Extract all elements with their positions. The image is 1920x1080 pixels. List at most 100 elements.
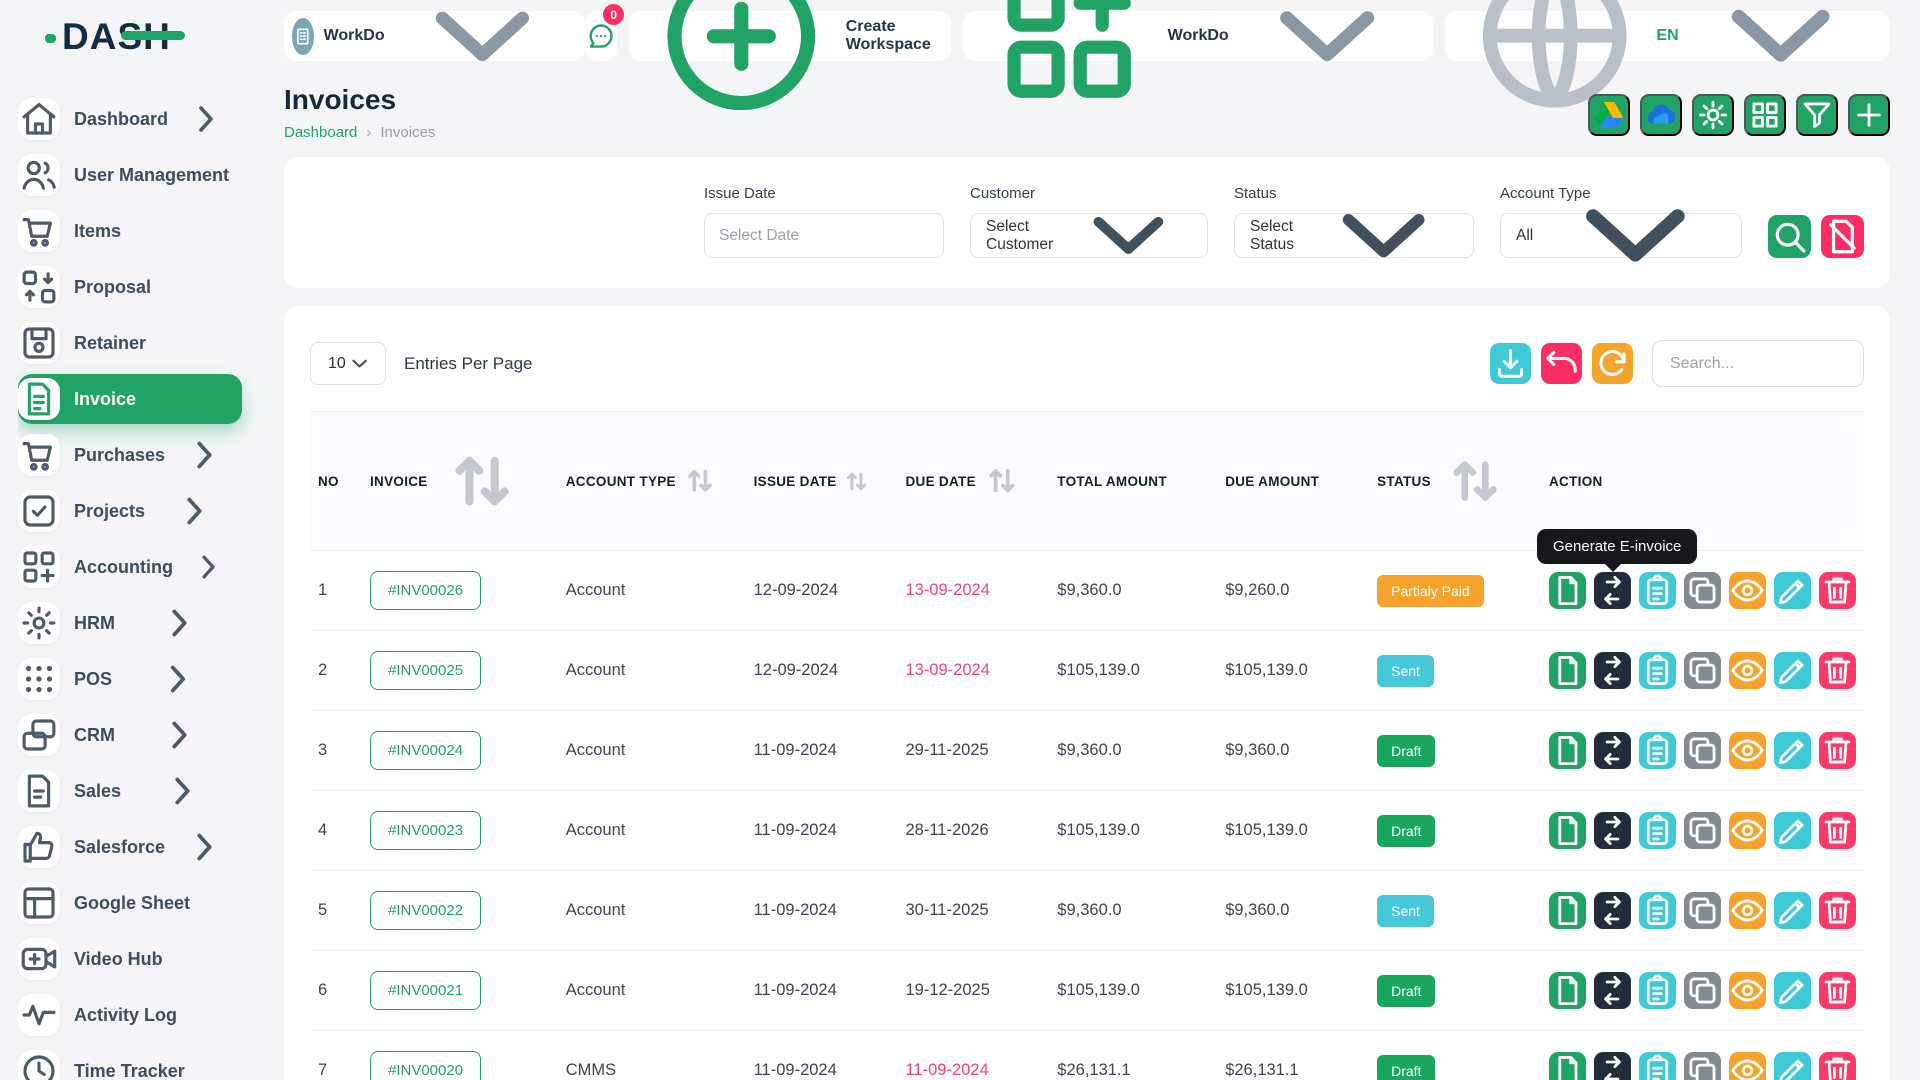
copy-button[interactable]: [1684, 732, 1721, 770]
invoice-number-pill[interactable]: #INV00020: [369, 1051, 482, 1080]
delete-trash-button[interactable]: [1819, 892, 1856, 930]
view-eye-button[interactable]: [1729, 892, 1766, 930]
invoice-number-pill[interactable]: #INV00022: [369, 891, 482, 931]
sidebar-item-user-management[interactable]: User Management: [18, 150, 242, 200]
refresh-button[interactable]: [1592, 343, 1633, 384]
sort-icon[interactable]: [428, 427, 536, 535]
copy-button[interactable]: [1684, 972, 1721, 1010]
invoice-number-pill[interactable]: #INV00023: [369, 811, 482, 851]
sidebar-item-retainer[interactable]: Retainer: [18, 318, 242, 368]
generate-document-button[interactable]: [1549, 972, 1586, 1010]
view-eye-button[interactable]: [1729, 572, 1766, 610]
sidebar-item-video-hub[interactable]: Video Hub: [18, 934, 242, 984]
column-header-status[interactable]: STATUS: [1369, 410, 1541, 552]
invoice-number-pill[interactable]: #INV00024: [369, 731, 482, 771]
sidebar-item-accounting[interactable]: Accounting: [18, 542, 242, 592]
view-eye-button[interactable]: [1729, 652, 1766, 690]
sidebar-item-crm[interactable]: CRM: [18, 710, 242, 760]
copy-button[interactable]: [1684, 812, 1721, 850]
add-plus-button[interactable]: [1848, 94, 1890, 136]
duplicate-clipboard-button[interactable]: [1639, 572, 1676, 610]
chat-button[interactable]: 0: [585, 4, 625, 61]
sidebar-item-pos[interactable]: POS: [18, 654, 242, 704]
generate-e-invoice-button[interactable]: [1594, 892, 1631, 930]
generate-e-invoice-button[interactable]: [1594, 652, 1631, 690]
reset-button[interactable]: [1541, 343, 1582, 384]
entries-count-select[interactable]: 10: [310, 342, 386, 385]
duplicate-clipboard-button[interactable]: [1639, 892, 1676, 930]
generate-document-button[interactable]: [1549, 892, 1586, 930]
delete-trash-button[interactable]: [1819, 732, 1856, 770]
edit-pencil-button[interactable]: [1774, 812, 1811, 850]
duplicate-clipboard-button[interactable]: [1639, 732, 1676, 770]
duplicate-clipboard-button[interactable]: [1639, 652, 1676, 690]
breadcrumb-dashboard-link[interactable]: Dashboard: [284, 124, 358, 141]
status-select[interactable]: Select Status: [1234, 213, 1474, 258]
generate-e-invoice-button[interactable]: [1594, 572, 1631, 610]
sidebar-item-projects[interactable]: Projects: [18, 486, 242, 536]
sort-icon[interactable]: [976, 455, 1027, 506]
delete-trash-button[interactable]: [1819, 972, 1856, 1010]
sidebar-item-google-sheet[interactable]: Google Sheet: [18, 878, 242, 928]
clear-filter-button[interactable]: [1821, 215, 1864, 258]
issue-date-input[interactable]: [704, 213, 944, 258]
sidebar-item-items[interactable]: Items: [18, 206, 242, 256]
delete-trash-button[interactable]: [1819, 652, 1856, 690]
invoice-number-pill[interactable]: #INV00021: [369, 971, 482, 1011]
copy-button[interactable]: [1684, 652, 1721, 690]
sidebar-item-activity-log[interactable]: Activity Log: [18, 990, 242, 1040]
sort-icon[interactable]: [1431, 437, 1519, 525]
google-drive-button[interactable]: [1588, 94, 1630, 136]
edit-pencil-button[interactable]: [1774, 732, 1811, 770]
edit-pencil-button[interactable]: [1774, 572, 1811, 610]
generate-e-invoice-button[interactable]: [1594, 972, 1631, 1010]
create-workspace-button[interactable]: Create Workspace: [629, 0, 952, 110]
generate-document-button[interactable]: [1549, 732, 1586, 770]
language-dropdown[interactable]: EN: [1445, 0, 1890, 108]
column-header-due-amount[interactable]: DUE AMOUNT: [1217, 410, 1370, 552]
invoice-number-pill[interactable]: #INV00025: [369, 651, 482, 691]
copy-button[interactable]: [1684, 892, 1721, 930]
generate-document-button[interactable]: [1549, 812, 1586, 850]
edit-pencil-button[interactable]: [1774, 892, 1811, 930]
view-eye-button[interactable]: [1729, 812, 1766, 850]
generate-e-invoice-button[interactable]: [1594, 732, 1631, 770]
onedrive-button[interactable]: [1640, 94, 1682, 136]
duplicate-clipboard-button[interactable]: [1639, 812, 1676, 850]
edit-pencil-button[interactable]: [1774, 972, 1811, 1010]
sidebar-item-invoice[interactable]: Invoice: [18, 374, 242, 424]
workspace-selector[interactable]: WorkDo: [284, 11, 586, 61]
apps-grid-button[interactable]: [1744, 94, 1786, 136]
edit-pencil-button[interactable]: [1774, 1052, 1811, 1080]
sidebar-item-sales[interactable]: Sales: [18, 766, 242, 816]
settings-gear-button[interactable]: [1692, 94, 1734, 136]
generate-document-button[interactable]: [1549, 1052, 1586, 1080]
view-eye-button[interactable]: [1729, 1052, 1766, 1080]
sidebar-item-salesforce[interactable]: Salesforce: [18, 822, 242, 872]
view-eye-button[interactable]: [1729, 972, 1766, 1010]
customer-select[interactable]: Select Customer: [970, 213, 1208, 258]
column-header-no[interactable]: NO: [310, 410, 362, 552]
delete-trash-button[interactable]: [1819, 572, 1856, 610]
view-eye-button[interactable]: [1729, 732, 1766, 770]
copy-button[interactable]: [1684, 1052, 1721, 1080]
apps-dropdown[interactable]: WorkDo: [963, 0, 1434, 98]
copy-button[interactable]: [1684, 572, 1721, 610]
apply-filter-button[interactable]: [1768, 215, 1811, 258]
generate-document-button[interactable]: [1549, 572, 1586, 610]
column-header-issue-date[interactable]: ISSUE DATE: [745, 410, 898, 552]
generate-e-invoice-button[interactable]: [1594, 812, 1631, 850]
filter-funnel-button[interactable]: [1796, 94, 1838, 136]
invoice-number-pill[interactable]: #INV00026: [369, 571, 482, 611]
sort-icon[interactable]: [837, 462, 876, 501]
table-search-input[interactable]: [1652, 340, 1864, 387]
delete-trash-button[interactable]: [1819, 812, 1856, 850]
sidebar-item-dashboard[interactable]: Dashboard: [18, 94, 242, 144]
duplicate-clipboard-button[interactable]: [1639, 972, 1676, 1010]
generate-document-button[interactable]: [1549, 652, 1586, 690]
column-header-total-amount[interactable]: TOTAL AMOUNT: [1049, 410, 1218, 552]
column-header-account-type[interactable]: ACCOUNT TYPE: [557, 410, 746, 552]
generate-e-invoice-button[interactable]: [1594, 1052, 1631, 1080]
column-header-invoice[interactable]: INVOICE: [361, 410, 558, 552]
export-download-button[interactable]: [1490, 343, 1531, 384]
